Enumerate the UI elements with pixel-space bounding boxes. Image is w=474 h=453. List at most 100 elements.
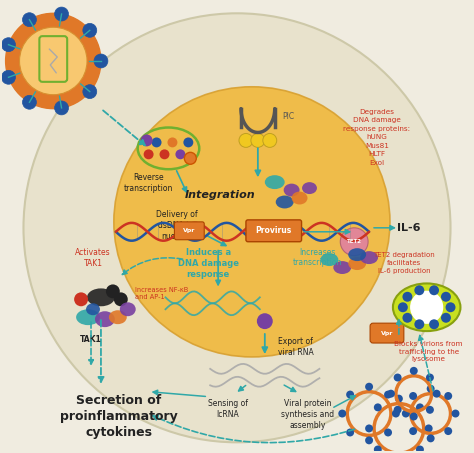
Circle shape <box>429 319 439 329</box>
Circle shape <box>374 403 382 411</box>
Ellipse shape <box>86 304 100 315</box>
Circle shape <box>365 424 373 433</box>
Circle shape <box>441 313 451 323</box>
Circle shape <box>83 85 97 99</box>
Circle shape <box>409 427 417 435</box>
Circle shape <box>22 13 36 27</box>
Ellipse shape <box>24 13 450 442</box>
Circle shape <box>251 134 265 147</box>
Text: Induces a
DNA damage
response: Induces a DNA damage response <box>178 248 239 279</box>
Circle shape <box>365 436 373 444</box>
FancyBboxPatch shape <box>370 323 404 343</box>
Circle shape <box>167 137 177 147</box>
Circle shape <box>6 13 101 109</box>
Ellipse shape <box>393 284 460 331</box>
Circle shape <box>55 7 69 21</box>
Circle shape <box>106 284 120 299</box>
Circle shape <box>416 445 424 453</box>
Circle shape <box>1 70 16 84</box>
Circle shape <box>429 285 439 295</box>
Ellipse shape <box>283 183 300 197</box>
Circle shape <box>427 385 435 393</box>
Circle shape <box>263 134 277 147</box>
Text: TAK1: TAK1 <box>80 335 102 344</box>
Ellipse shape <box>265 175 285 189</box>
Text: Blocks virions from
trafficking to the
lysosome: Blocks virions from trafficking to the l… <box>394 341 463 362</box>
Circle shape <box>94 54 108 68</box>
Text: Viral protein
synthesis and
assembly: Viral protein synthesis and assembly <box>281 399 334 430</box>
Circle shape <box>144 149 154 159</box>
Circle shape <box>433 390 441 398</box>
Circle shape <box>409 392 417 400</box>
Circle shape <box>160 149 170 159</box>
Circle shape <box>444 427 452 435</box>
Ellipse shape <box>348 248 366 261</box>
Circle shape <box>426 406 434 414</box>
Circle shape <box>338 410 346 418</box>
Text: Export of
viral RNA: Export of viral RNA <box>278 337 313 357</box>
Circle shape <box>19 27 87 95</box>
Circle shape <box>384 390 392 399</box>
Ellipse shape <box>87 289 115 306</box>
FancyBboxPatch shape <box>246 220 301 242</box>
Circle shape <box>414 319 424 329</box>
Circle shape <box>184 152 196 164</box>
Circle shape <box>74 292 88 306</box>
Circle shape <box>393 406 401 414</box>
Circle shape <box>346 429 354 437</box>
Circle shape <box>183 137 193 147</box>
Circle shape <box>365 383 373 390</box>
Circle shape <box>152 137 162 147</box>
Ellipse shape <box>320 253 338 266</box>
Circle shape <box>175 149 185 159</box>
Ellipse shape <box>360 251 378 264</box>
Circle shape <box>22 95 36 109</box>
Text: Increases NF-κB
and AP-1: Increases NF-κB and AP-1 <box>135 287 188 300</box>
Circle shape <box>1 38 16 52</box>
Text: TET2: TET2 <box>346 239 362 244</box>
Circle shape <box>340 228 368 255</box>
Circle shape <box>410 367 418 375</box>
Circle shape <box>114 292 128 306</box>
Circle shape <box>239 134 253 147</box>
Ellipse shape <box>76 309 100 325</box>
Text: Activates
TAK1: Activates TAK1 <box>75 248 111 268</box>
Circle shape <box>444 392 452 400</box>
Circle shape <box>425 424 433 433</box>
Text: Increases
transcription: Increases transcription <box>293 248 342 267</box>
Text: Integration: Integration <box>185 190 255 200</box>
Text: Delivery of
dsDNA to
nucleus: Delivery of dsDNA to nucleus <box>155 210 197 241</box>
Circle shape <box>384 429 392 437</box>
Circle shape <box>402 313 412 323</box>
Circle shape <box>398 302 408 312</box>
Text: Vpr: Vpr <box>381 331 393 336</box>
Circle shape <box>414 285 424 295</box>
Ellipse shape <box>109 310 127 324</box>
Text: Provirus: Provirus <box>255 226 292 235</box>
Ellipse shape <box>114 87 390 357</box>
Circle shape <box>427 434 435 442</box>
Text: IL-6: IL-6 <box>397 223 420 233</box>
Circle shape <box>426 374 434 381</box>
Circle shape <box>191 223 201 233</box>
Circle shape <box>346 390 354 399</box>
Circle shape <box>387 390 395 398</box>
Ellipse shape <box>348 257 366 270</box>
Text: PIC: PIC <box>283 112 295 121</box>
Circle shape <box>83 24 97 37</box>
Circle shape <box>393 374 401 381</box>
Text: Sensing of
lcRNA: Sensing of lcRNA <box>208 399 248 419</box>
Circle shape <box>402 410 410 418</box>
Circle shape <box>141 135 153 146</box>
Circle shape <box>55 101 69 115</box>
Text: Reverse
transcription: Reverse transcription <box>124 173 173 193</box>
Text: TET2 degradation
facilitates
IL-6 production: TET2 degradation facilitates IL-6 produc… <box>373 252 435 274</box>
Circle shape <box>257 313 273 329</box>
Circle shape <box>452 410 459 418</box>
Text: Secretion of
proinflammatory
cytokines: Secretion of proinflammatory cytokines <box>60 394 178 439</box>
Circle shape <box>374 445 382 453</box>
Circle shape <box>411 291 443 323</box>
Circle shape <box>402 292 412 302</box>
Ellipse shape <box>302 182 317 194</box>
Ellipse shape <box>333 261 351 274</box>
